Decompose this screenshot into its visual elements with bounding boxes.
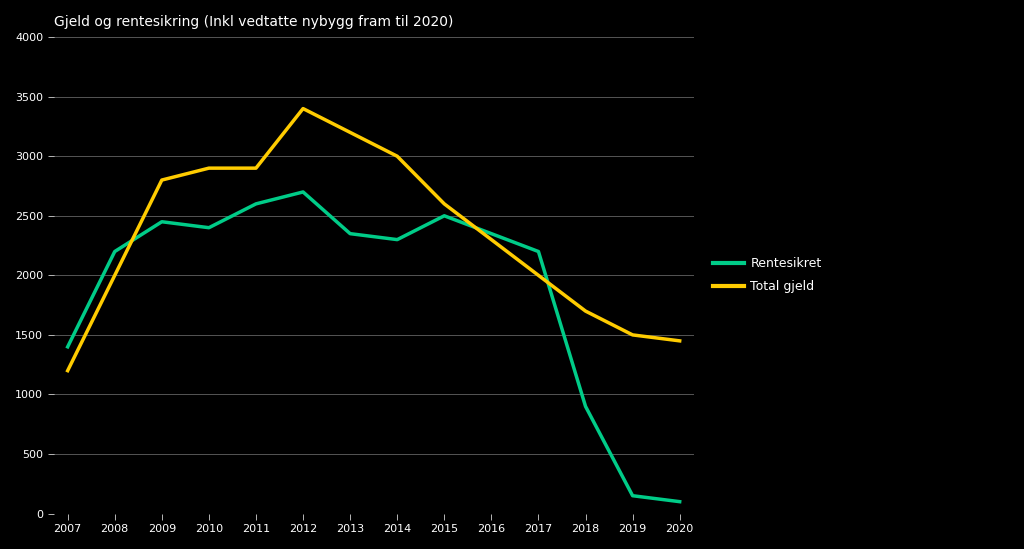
Text: Gjeld og rentesikring (Inkl vedtatte nybygg fram til 2020): Gjeld og rentesikring (Inkl vedtatte nyb… xyxy=(53,15,453,29)
Legend: Rentesikret, Total gjeld: Rentesikret, Total gjeld xyxy=(713,257,821,293)
